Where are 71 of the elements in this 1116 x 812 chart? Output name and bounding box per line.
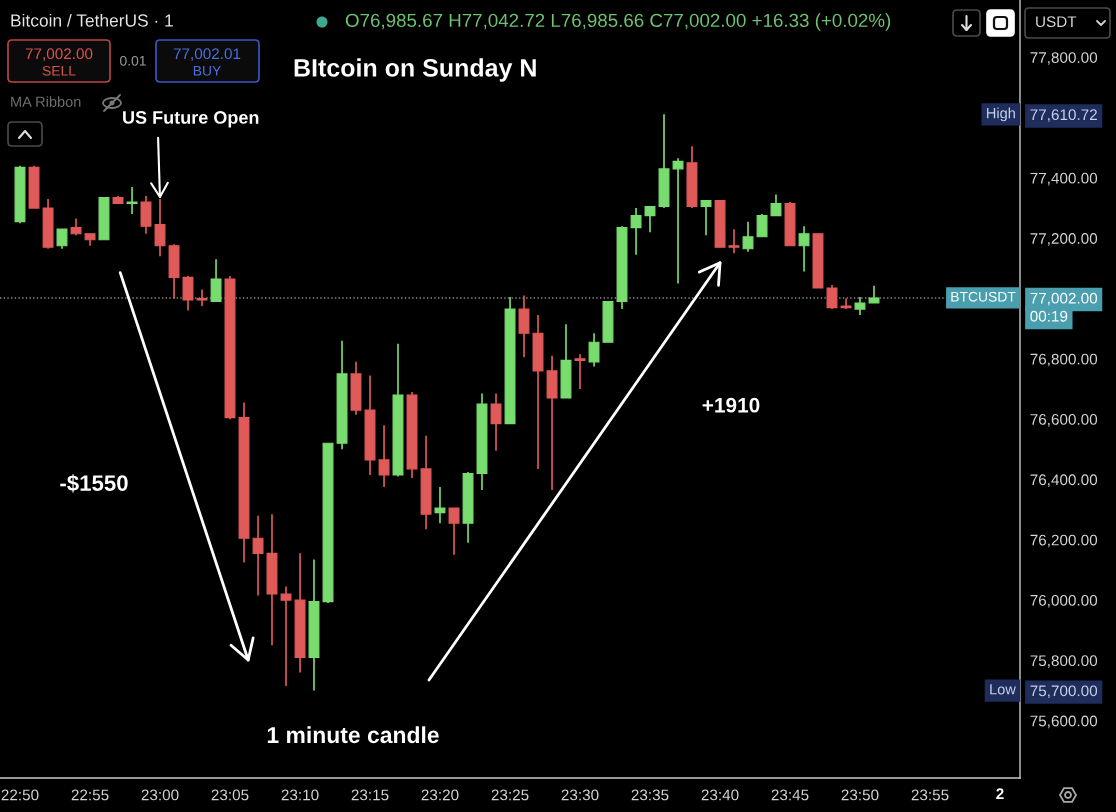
x-tick-label: 23:10 <box>281 789 319 801</box>
text: USDT <box>1036 16 1077 28</box>
candlestick <box>854 296 866 316</box>
y-tick-label: 76,400.00 <box>1030 474 1098 487</box>
x-tick-label: 22:55 <box>71 789 109 801</box>
candlestick <box>56 228 68 250</box>
y-tick-label: 75,800.00 <box>1030 655 1098 668</box>
y-tick-label: 76,800.00 <box>1030 353 1098 367</box>
annotation: 0.01 <box>120 55 146 66</box>
candlestick <box>770 193 782 217</box>
y-tick-label: 76,600.00 <box>1030 414 1098 427</box>
x-tick-label: 22:50 <box>1 789 39 801</box>
candlestick <box>378 424 390 488</box>
candlestick <box>644 205 656 234</box>
annotation: US Future Open <box>123 111 259 128</box>
text: BItcoin on Sunday N <box>294 58 536 82</box>
annotation: 77,002.01 <box>173 48 241 61</box>
candlestick <box>434 486 446 525</box>
candlestick <box>826 284 838 310</box>
annotation: 77,002.00 <box>25 48 93 61</box>
y-tick-label: 76,200.00 <box>1030 534 1098 548</box>
candlestick <box>798 225 810 273</box>
ref-line-label: BTCUSDT <box>951 291 1016 302</box>
x-tick-label: 23:45 <box>771 789 809 801</box>
y-tick-label: 75,600.00 <box>1030 715 1098 729</box>
x-tick-label: 23:55 <box>911 789 949 801</box>
candlestick <box>630 207 642 256</box>
candlestick <box>126 186 138 215</box>
y-tick-label: 77,800.00 <box>1030 52 1098 65</box>
y-tick-label: 77,002.00 <box>1030 292 1098 306</box>
x-tick-label: 23:05 <box>211 789 249 801</box>
annotation: 1 minute candle <box>267 726 439 744</box>
annotation: Low <box>990 684 1016 695</box>
annotation: +1910 <box>702 397 760 413</box>
candlestick <box>196 288 208 307</box>
candlestick <box>588 332 600 368</box>
x-tick-label: 23:35 <box>631 789 669 801</box>
candlestick <box>182 275 194 312</box>
y-tick-label: 77,610.72 <box>1030 109 1097 122</box>
candlestick <box>490 392 502 452</box>
y-tick-label: 76,000.00 <box>1030 594 1098 608</box>
x-tick-label: 23:00 <box>141 789 179 801</box>
candlestick <box>742 220 754 253</box>
x-tick-label: 23:30 <box>561 789 599 801</box>
x-tick-label: 23:25 <box>491 789 529 801</box>
y-tick-label: 75,700.00 <box>1030 685 1098 699</box>
x-tick-label: 23:15 <box>351 789 389 801</box>
candlestick <box>448 507 460 556</box>
candlestick <box>728 228 740 255</box>
candlestick <box>252 514 264 597</box>
candlestick <box>280 585 292 687</box>
annotation: MA Ribbon <box>11 96 81 107</box>
candlestick <box>574 353 586 390</box>
candlestick <box>700 199 712 237</box>
annotation: Bitcoin / TetherUS · 1 <box>11 13 173 27</box>
candlestick <box>154 198 166 258</box>
y-tick-label: 77,400.00 <box>1030 172 1098 186</box>
text: 00:19 <box>1030 310 1068 322</box>
x-tick-label: 23:50 <box>841 789 879 801</box>
candlestick <box>756 213 768 238</box>
x-tick-label: 23:40 <box>701 789 739 801</box>
annotation: O76,985.67 H77,042.72 L76,985.66 C77,002.00 +16.33 (+0.02%) <box>345 13 891 31</box>
candlestick <box>672 157 684 285</box>
x-tick-label: 23:20 <box>421 789 459 801</box>
candlestick <box>210 258 222 303</box>
annotation: -$1550 <box>60 474 128 493</box>
y-tick-label: 77,200.00 <box>1030 233 1098 246</box>
annotation: SELL <box>42 65 76 76</box>
annotation: High <box>987 107 1015 122</box>
text: 2 <box>996 788 1004 799</box>
annotation: BUY <box>193 66 221 76</box>
